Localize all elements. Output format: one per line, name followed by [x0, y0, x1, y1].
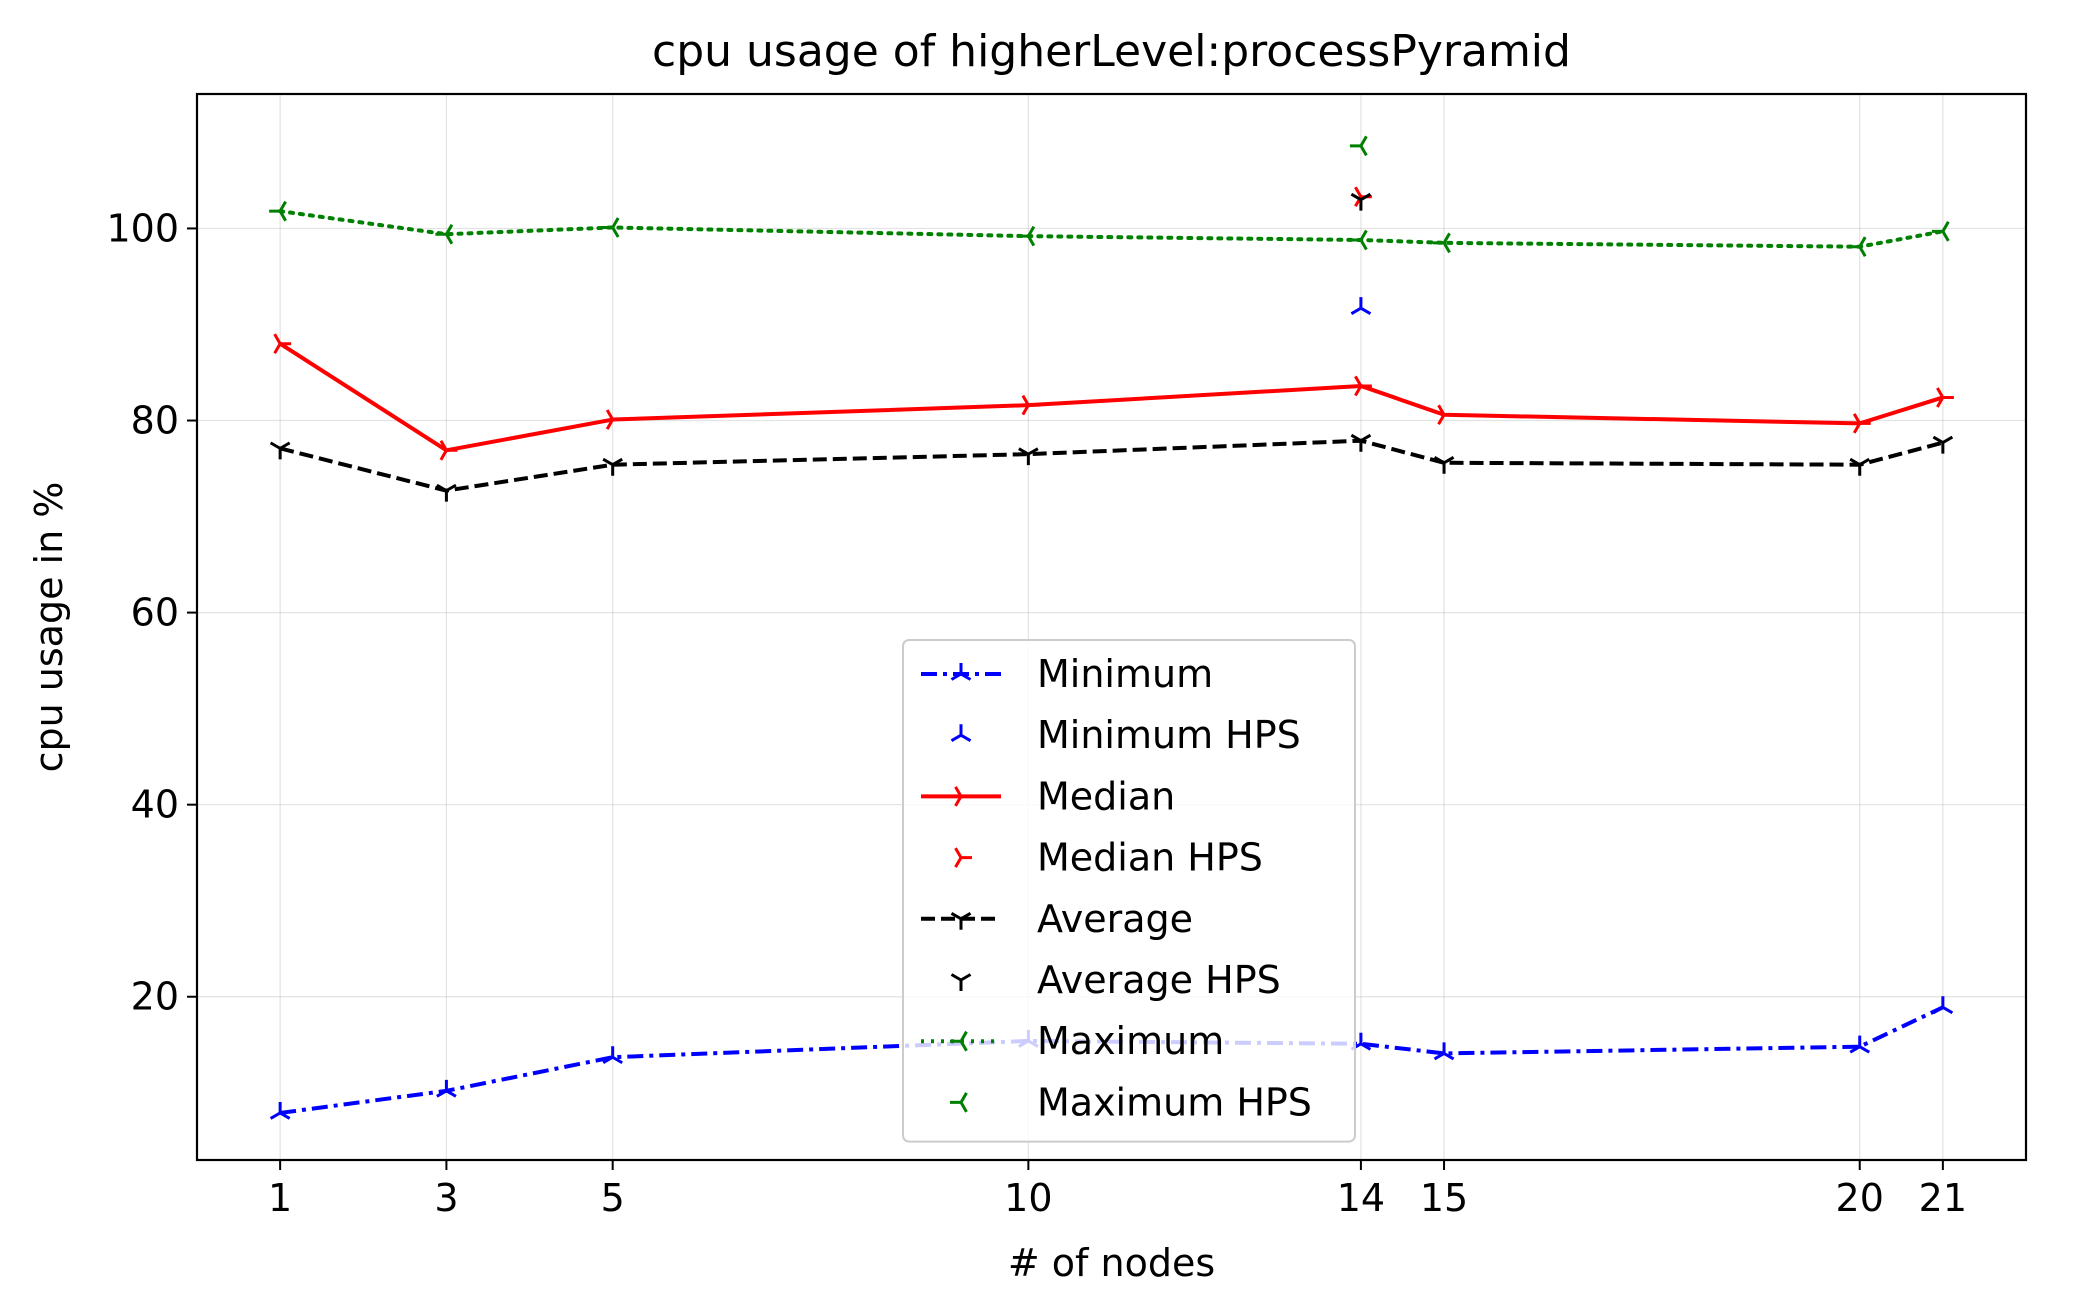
y-tick-label: 100	[106, 206, 179, 250]
data-point-median	[1437, 404, 1456, 426]
data-point-average	[436, 483, 457, 502]
data-point-average	[1849, 457, 1871, 476]
legend-label-median: Median	[1037, 774, 1175, 818]
series-average	[269, 433, 1954, 502]
data-point-median	[1936, 387, 1954, 408]
data-point-minimum	[1433, 1042, 1455, 1061]
data-point-maximum	[269, 200, 287, 222]
data-point-average	[1932, 435, 1954, 454]
data-point-maximum-hps	[1349, 135, 1368, 157]
data-point-maximum	[1848, 236, 1867, 257]
legend-marker-minimum	[950, 663, 972, 681]
data-point-median	[605, 409, 624, 430]
y-tick-label: 40	[131, 783, 179, 827]
data-point-average	[269, 441, 291, 460]
series-minimum-hps	[1350, 297, 1372, 315]
data-point-median	[1852, 413, 1871, 434]
x-tick-label: 10	[1004, 1176, 1052, 1220]
data-point-median	[1021, 394, 1040, 416]
data-point-maximum	[1017, 225, 1036, 247]
data-point-maximum	[601, 217, 620, 238]
series-maximum	[269, 200, 1950, 257]
series-line-maximum	[278, 209, 1945, 249]
x-tick-label: 21	[1919, 1176, 1967, 1220]
data-point-maximum	[1931, 221, 1950, 242]
data-point-minimum-hps	[1350, 297, 1372, 315]
y-tick-label: 20	[131, 975, 179, 1019]
data-point-median	[1354, 375, 1372, 397]
x-tick-label: 5	[601, 1176, 625, 1220]
data-point-minimum	[436, 1079, 457, 1098]
legend-marker-median-hps	[954, 847, 972, 868]
data-point-minimum	[1849, 1035, 1871, 1054]
x-axis-label: # of nodes	[1008, 1241, 1215, 1285]
data-point-maximum	[1349, 229, 1368, 251]
legend-box	[902, 639, 1356, 1143]
x-tick-label: 1	[268, 1176, 292, 1220]
series-median	[273, 333, 1954, 461]
legend-marker-average	[950, 912, 972, 930]
legend-label-average-hps: Average HPS	[1037, 958, 1281, 1002]
y-tick-label: 80	[131, 399, 179, 443]
data-point-median	[273, 333, 292, 354]
legend-label-maximum-hps: Maximum HPS	[1037, 1080, 1312, 1124]
x-tick-label: 20	[1836, 1176, 1884, 1220]
series-line-average	[279, 438, 1944, 493]
y-axis-label: cpu usage in %	[27, 482, 71, 773]
legend-marker-maximum-hps	[950, 1092, 968, 1113]
legend-marker-maximum	[950, 1030, 968, 1052]
legend-label-median-hps: Median HPS	[1037, 836, 1263, 880]
legend-entry-median-hps: Median HPS	[954, 836, 1263, 880]
chart-title: cpu usage of higherLevel:processPyramid	[652, 26, 1571, 77]
data-point-minimum	[602, 1046, 623, 1065]
legend-marker-minimum-hps	[950, 724, 972, 742]
x-tick-label: 14	[1337, 1176, 1385, 1220]
data-point-median	[439, 440, 458, 461]
legend: Minimum Minimum HPS Median Median HPS Averag…	[902, 639, 1356, 1143]
legend-label-average: Average	[1037, 897, 1193, 941]
data-point-maximum	[435, 223, 454, 245]
data-point-average	[602, 457, 623, 476]
data-point-maximum	[1433, 232, 1451, 254]
data-point-minimum	[1932, 996, 1954, 1015]
legend-entry-maximum-hps: Maximum HPS	[950, 1080, 1312, 1124]
data-point-minimum	[269, 1101, 291, 1120]
legend-marker-average-hps	[950, 973, 972, 991]
legend-label-minimum-hps: Minimum HPS	[1037, 713, 1301, 757]
legend-entry-average-hps: Average HPS	[950, 958, 1281, 1002]
legend-entry-median: Median	[921, 774, 1175, 818]
data-point-average	[1018, 447, 1039, 466]
series-line-median	[279, 342, 1944, 453]
x-tick-label: 3	[434, 1176, 458, 1220]
legend-entry-maximum: Maximum	[921, 1019, 1224, 1063]
x-tick-label: 15	[1420, 1176, 1468, 1220]
legend-entry-minimum: Minimum	[921, 652, 1213, 696]
series-maximum-hps	[1349, 135, 1368, 157]
legend-entry-average: Average	[921, 897, 1193, 941]
axis-ticks: 1 3 5 10 14 15 20 21 20 40 60 80 100	[106, 206, 1967, 1220]
data-point-average	[1433, 455, 1455, 474]
data-point-average	[1350, 433, 1372, 452]
series-average-hps	[1350, 192, 1372, 211]
data-point-average-hps	[1350, 192, 1372, 211]
legend-label-minimum: Minimum	[1037, 652, 1213, 696]
legend-marker-median	[954, 786, 972, 807]
legend-entry-minimum-hps: Minimum HPS	[950, 713, 1301, 757]
y-tick-label: 60	[131, 591, 179, 635]
plot-frame	[195, 92, 2028, 1162]
legend-label-maximum: Maximum	[1037, 1019, 1224, 1063]
